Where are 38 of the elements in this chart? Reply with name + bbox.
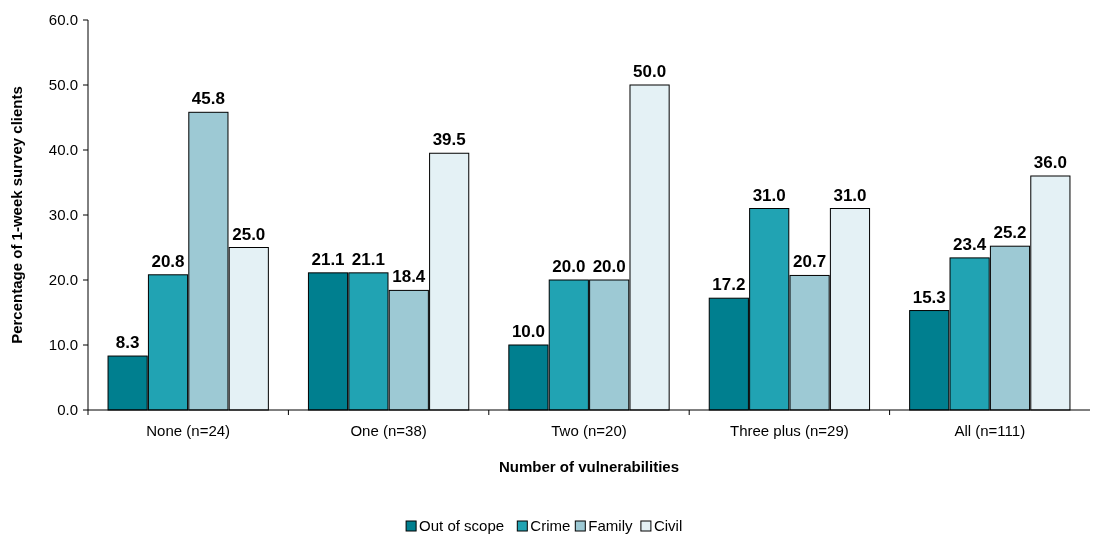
data-label: 18.4 [392,267,426,287]
data-label: 17.2 [712,275,746,295]
data-label: 25.0 [232,224,266,244]
data-label: 36.0 [1033,153,1067,172]
x-tick-label: All (n=111) [954,422,1026,439]
data-label: 15.3 [912,287,946,307]
legend-label: Out of scope [419,517,505,534]
x-tick-label: None (n=24) [146,422,231,439]
data-label: 45.8 [191,89,225,109]
data-label: 23.4 [953,234,987,254]
y-tick-label: 30.0 [48,206,78,224]
data-label: 25.2 [993,223,1027,243]
data-label: 8.3 [115,333,140,353]
data-label: 20.0 [592,257,626,276]
data-label: 31.0 [833,185,867,205]
y-tick-label: 50.0 [48,76,78,94]
data-label: 10.0 [511,322,545,341]
data-label: 20.8 [151,251,185,271]
data-label: 20.0 [552,257,586,276]
x-axis-title: Number of vulnerabilities [498,458,680,475]
data-label: 20.7 [793,252,827,272]
legend-label: Crime [530,517,571,534]
x-tick-label: One (n=38) [350,422,427,439]
y-tick-label: 10.0 [48,336,78,354]
y-tick-label: 0.0 [57,401,78,419]
data-label: 39.5 [432,130,466,150]
data-label: 21.1 [351,249,385,269]
y-tick-label: 40.0 [48,141,78,159]
data-label: 50.0 [633,62,667,81]
x-tick-label: Three plus (n=29) [729,422,849,439]
x-tick-label: Two (n=20) [551,422,627,439]
data-label: 31.0 [752,185,786,205]
y-tick-label: 20.0 [48,271,78,289]
data-label: 21.1 [311,249,345,269]
legend-label: Civil [653,517,683,534]
y-tick-label: 60.0 [48,11,78,29]
y-axis-title: Percentage of 1-week survey clients [8,86,25,344]
legend-label: Family [588,517,633,534]
